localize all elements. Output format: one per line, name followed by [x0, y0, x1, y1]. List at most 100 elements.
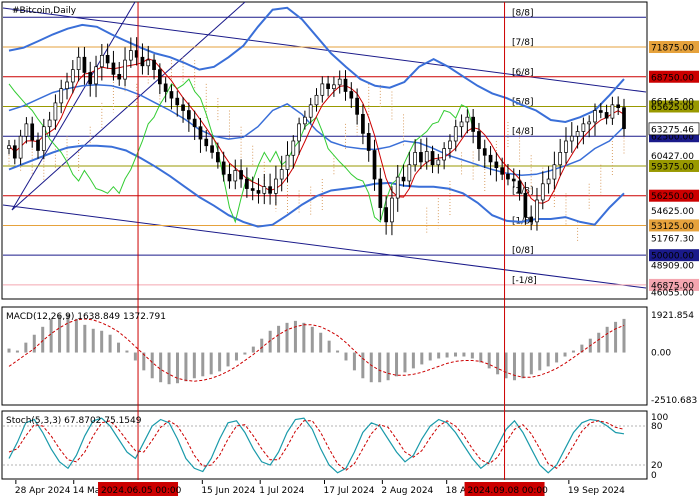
- candle-body: [303, 116, 307, 125]
- candle-body: [128, 50, 133, 61]
- candle-body: [76, 56, 81, 70]
- price-level-tag-text: 50000.00: [651, 252, 694, 262]
- macd-histogram-bar: [386, 352, 390, 381]
- candle-body: [326, 83, 330, 89]
- candle-body: [146, 59, 151, 67]
- macd-histogram-bar: [251, 346, 255, 353]
- candle-body: [239, 170, 243, 180]
- macd-histogram-bar: [142, 352, 146, 371]
- candle-body: [285, 154, 290, 170]
- macd-title: MACD(12,26,9) 1638.849 1372.791: [6, 312, 166, 322]
- candle-body: [24, 123, 29, 137]
- macd-histogram-bar: [100, 330, 104, 353]
- candle-body: [192, 118, 197, 128]
- murrey-level-label: [6/8]: [512, 68, 534, 78]
- candle-body: [477, 131, 481, 149]
- candle-body: [552, 164, 557, 180]
- candle-body: [65, 81, 69, 89]
- candle-body: [384, 207, 388, 223]
- candle-body: [401, 176, 406, 182]
- macd-histogram-bar: [614, 321, 618, 353]
- candle-body: [314, 94, 319, 106]
- candle-body: [390, 197, 394, 223]
- macd-histogram-bar: [234, 352, 238, 361]
- date-highlight-tag: [464, 482, 545, 496]
- price-level-tag: [649, 100, 699, 113]
- macd-histogram-bar: [336, 350, 340, 353]
- murrey-level-label: [5/8]: [512, 97, 534, 107]
- candle-body: [343, 78, 348, 92]
- candle-body: [610, 104, 615, 119]
- macd-histogram-bar: [352, 352, 356, 371]
- candle-body: [598, 110, 603, 113]
- macd-histogram-bar: [344, 352, 348, 361]
- band-upper-line: [8, 6, 625, 124]
- stoch-tick-label: 80: [651, 422, 663, 432]
- price-level-tag: [649, 219, 699, 232]
- candle-body: [529, 216, 534, 223]
- candle-body: [564, 140, 568, 153]
- price-level-tag-text: 68750.00: [651, 73, 694, 83]
- x-tick-label: 17 Jul 2024: [324, 486, 375, 496]
- candle-body: [204, 138, 209, 147]
- candle-body: [500, 167, 505, 175]
- date-highlight-tag: [98, 482, 179, 496]
- candle-body: [256, 190, 261, 194]
- candle-body: [210, 145, 214, 153]
- stoch-signal-line: [8, 420, 625, 471]
- macd-histogram-bar: [605, 326, 609, 353]
- price-panel: [8/8] [7/8] 71875.00 [6/8] 68750.00 [5/8] 6562…: [2, 1, 700, 299]
- macd-histogram-bar: [150, 352, 154, 379]
- candle-body: [546, 178, 551, 185]
- date-highlight-text: 2024.09.08 00:00: [468, 486, 549, 496]
- macd-histogram-bar: [580, 344, 584, 353]
- macd-histogram-bar: [555, 352, 559, 363]
- macd-histogram-bar: [32, 334, 36, 353]
- candle-body: [123, 59, 127, 80]
- candle-body: [494, 161, 499, 168]
- candle-body: [245, 178, 249, 189]
- macd-histogram-bar: [268, 330, 272, 353]
- macd-histogram-bar: [571, 350, 575, 353]
- candle-body: [506, 173, 510, 180]
- macd-histogram-bar: [546, 352, 550, 367]
- macd-histogram-bar: [538, 352, 542, 371]
- macd-histogram-bar: [74, 318, 78, 353]
- candle-body: [163, 83, 168, 92]
- candle-body: [424, 151, 429, 163]
- band-lower-line: [8, 144, 625, 228]
- macd-histogram-bar: [293, 320, 297, 353]
- price-level-tag-text: 46875.00: [651, 281, 694, 291]
- candle-body: [378, 178, 383, 208]
- candle-body: [511, 178, 516, 182]
- macd-histogram-bar: [243, 352, 247, 355]
- fast-ma-line: [8, 58, 625, 204]
- macd-histogram-bar: [327, 340, 331, 353]
- macd-histogram-bar: [15, 350, 19, 353]
- candle-body: [593, 110, 597, 123]
- candle-body: [413, 152, 417, 166]
- macd-panel-frame: [1, 306, 648, 406]
- candle-body: [152, 59, 156, 70]
- macd-histogram-bar: [420, 352, 424, 365]
- candle-body: [47, 119, 52, 128]
- candle-body: [436, 159, 441, 166]
- price-tick-label: 46055.00: [651, 289, 694, 299]
- candle-body: [337, 78, 342, 86]
- macd-tick-label: 1921.854: [651, 311, 694, 321]
- candle-body: [216, 152, 220, 163]
- price-tick-label: 54625.00: [651, 207, 694, 217]
- candle-body: [53, 102, 58, 121]
- macd-histogram-bar: [175, 352, 179, 384]
- candle-body: [517, 180, 522, 194]
- macd-histogram-bar: [125, 350, 129, 353]
- x-tick-label: 15 Jun 2024: [201, 486, 255, 496]
- macd-histogram-bar: [529, 352, 533, 375]
- candle-body: [308, 104, 313, 118]
- macd-histogram-bar: [521, 352, 525, 379]
- macd-histogram-bar: [192, 352, 196, 379]
- macd-histogram-bar: [277, 325, 281, 353]
- candle-body: [558, 152, 563, 166]
- macd-histogram-bar: [361, 352, 365, 379]
